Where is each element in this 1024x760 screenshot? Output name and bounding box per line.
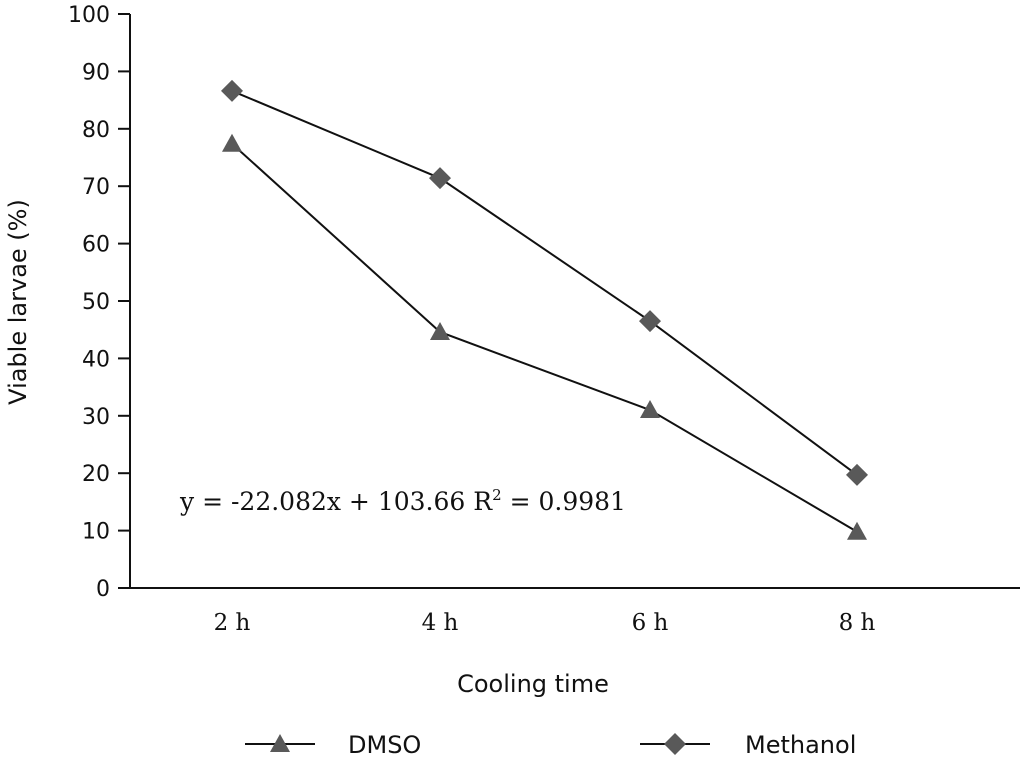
methanol-point [846,463,868,486]
x-tick-labels: 2 h 4 h 6 h 8 h [214,610,876,636]
dmso-point [847,521,867,540]
x-tick-label: 2 h [214,610,251,636]
y-tick-label: 20 [82,462,110,487]
y-tick-label: 30 [82,405,110,430]
y-tick-label: 10 [82,520,110,545]
equation-superscript: 2 [492,486,502,504]
y-tick-label: 100 [68,3,110,28]
dmso-point [430,321,450,340]
dmso-point [222,133,242,152]
legend-dmso-marker [270,734,290,752]
y-tick-labels: 0 10 20 30 40 50 60 70 80 90 100 [68,3,110,602]
methanol-point [429,167,451,190]
x-tick-label: 4 h [422,610,459,636]
dmso-line [231,142,858,533]
y-axis-label: Viable larvae (%) [4,199,32,405]
legend-dmso-label: DMSO [348,731,421,759]
methanol-line [231,89,858,476]
x-tick-label: 8 h [839,610,876,636]
y-tick-label: 0 [96,577,110,602]
legend-methanol-label: Methanol [745,731,856,759]
methanol-point [221,79,243,102]
legend: DMSO Methanol [245,731,856,759]
x-axis-label: Cooling time [457,670,609,698]
y-tick-label: 50 [82,290,110,315]
axes [118,13,1020,589]
equation-main: y = -22.082x + 103.66 R [179,487,493,516]
equation-tail: = 0.9981 [502,487,626,516]
regression-equation: y = -22.082x + 103.66 R2 = 0.9981 [179,486,626,516]
y-tick-label: 40 [82,347,110,372]
y-tick-label: 60 [82,233,110,258]
x-tick-label: 6 h [632,610,669,636]
y-tick-label: 90 [82,60,110,85]
y-tick-label: 80 [82,118,110,143]
legend-methanol-marker [664,733,686,755]
y-tick-label: 70 [82,175,110,200]
dmso-point [640,400,660,419]
methanol-point [639,310,661,333]
series-group [221,79,868,540]
